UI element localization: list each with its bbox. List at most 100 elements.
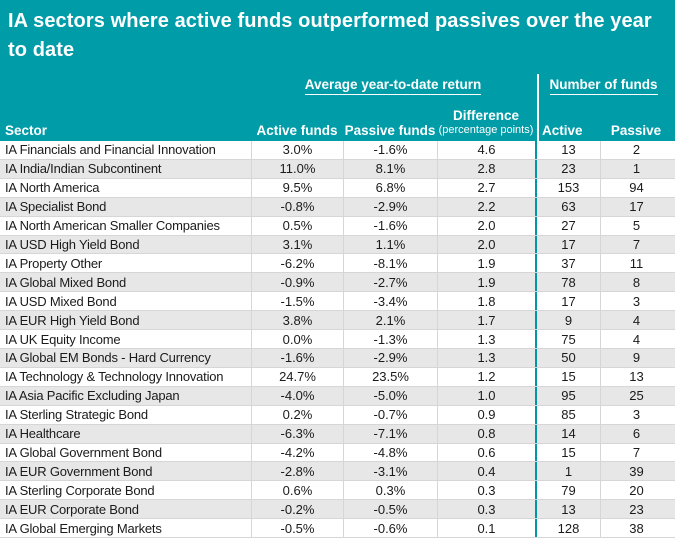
passive-return-cell: -1.3% — [343, 330, 437, 348]
table-row: IA USD High Yield Bond 3.1% 1.1% 2.0 17 … — [0, 235, 675, 255]
table-body: IA Financials and Financial Innovation 3… — [0, 141, 675, 538]
active-return-cell: 9.5% — [251, 178, 343, 197]
sector-cell: IA North American Smaller Companies — [5, 218, 220, 234]
active-return-cell: -0.2% — [251, 500, 343, 519]
sector-cell: IA USD High Yield Bond — [5, 236, 140, 252]
group-header-row: Average year-to-date return Number of fu… — [0, 76, 675, 95]
header-section-divider — [537, 74, 539, 141]
active-return-cell: 0.0% — [251, 330, 343, 348]
passive-return-cell: -4.8% — [343, 443, 437, 462]
active-return-cell: -4.2% — [251, 443, 343, 462]
passive-return-cell: 2.1% — [343, 311, 437, 330]
table-header: IA sectors where active funds outperform… — [0, 0, 675, 141]
column-header-passive-count: Passive — [610, 123, 662, 138]
difference-cell: 0.8 — [437, 424, 535, 443]
table-row: IA EUR High Yield Bond 3.8% 2.1% 1.7 9 4 — [0, 311, 675, 331]
passive-count-cell: 11 — [600, 254, 672, 273]
active-return-cell: 0.5% — [251, 216, 343, 235]
active-count-cell: 27 — [535, 216, 600, 235]
passive-count-cell: 5 — [600, 216, 672, 235]
column-header-difference-units: (percentage points) — [438, 124, 534, 136]
sector-cell: IA Technology & Technology Innovation — [5, 369, 224, 385]
active-count-cell: 17 — [535, 292, 600, 311]
difference-cell: 2.2 — [437, 197, 535, 216]
passive-count-cell: 2 — [600, 141, 672, 159]
active-count-cell: 79 — [535, 481, 600, 500]
passive-count-cell: 13 — [600, 367, 672, 386]
table-row: IA Global Mixed Bond -0.9% -2.7% 1.9 78 … — [0, 273, 675, 293]
active-return-cell: -0.5% — [251, 519, 343, 538]
table-row: IA Technology & Technology Innovation 24… — [0, 367, 675, 387]
sector-cell: IA EUR Government Bond — [5, 463, 153, 479]
column-header-row: Sector Active funds Passive funds Differ… — [0, 108, 675, 139]
difference-cell: 2.0 — [437, 235, 535, 254]
difference-cell: 1.8 — [437, 292, 535, 311]
column-header-difference: Difference (percentage points) — [437, 108, 535, 139]
sector-cell: IA North America — [5, 180, 100, 196]
passive-return-cell: -0.7% — [343, 405, 437, 424]
active-count-cell: 128 — [535, 519, 600, 538]
active-return-cell: 0.2% — [251, 405, 343, 424]
difference-cell: 1.0 — [437, 386, 535, 405]
sector-cell: IA EUR High Yield Bond — [5, 312, 140, 328]
group-header-funds-label: Number of funds — [549, 77, 658, 95]
group-header-returns: Average year-to-date return — [251, 76, 535, 95]
passive-count-cell: 38 — [600, 519, 672, 538]
difference-cell: 0.1 — [437, 519, 535, 538]
passive-return-cell: 23.5% — [343, 367, 437, 386]
active-count-cell: 63 — [535, 197, 600, 216]
active-count-cell: 13 — [535, 500, 600, 519]
difference-cell: 1.7 — [437, 311, 535, 330]
difference-cell: 4.6 — [437, 141, 535, 159]
difference-cell: 2.8 — [437, 159, 535, 178]
passive-return-cell: -3.1% — [343, 462, 437, 481]
table-row: IA UK Equity Income 0.0% -1.3% 1.3 75 4 — [0, 330, 675, 349]
active-return-cell: -1.6% — [251, 348, 343, 367]
table-row: IA EUR Corporate Bond -0.2% -0.5% 0.3 13… — [0, 500, 675, 520]
page-title: IA sectors where active funds outperform… — [8, 10, 652, 61]
column-header-active-funds: Active funds — [256, 123, 338, 138]
difference-cell: 0.3 — [437, 481, 535, 500]
table-row: IA EUR Government Bond -2.8% -3.1% 0.4 1… — [0, 462, 675, 482]
sector-cell: IA UK Equity Income — [5, 331, 121, 347]
passive-return-cell: -8.1% — [343, 254, 437, 273]
difference-cell: 2.7 — [437, 178, 535, 197]
active-count-cell: 75 — [535, 330, 600, 348]
difference-cell: 1.3 — [437, 348, 535, 367]
table-row: IA Global EM Bonds - Hard Currency -1.6%… — [0, 348, 675, 368]
passive-return-cell: 6.8% — [343, 178, 437, 197]
passive-return-cell: -0.6% — [343, 519, 437, 538]
sector-cell: IA Global EM Bonds - Hard Currency — [5, 350, 211, 366]
passive-return-cell: -1.6% — [343, 141, 437, 159]
table-row: IA Healthcare -6.3% -7.1% 0.8 14 6 — [0, 424, 675, 444]
sector-cell: IA Asia Pacific Excluding Japan — [5, 388, 180, 404]
difference-cell: 1.9 — [437, 254, 535, 273]
difference-cell: 2.0 — [437, 216, 535, 235]
table-row: IA Property Other -6.2% -8.1% 1.9 37 11 — [0, 254, 675, 274]
passive-return-cell: -2.9% — [343, 197, 437, 216]
passive-return-cell: -2.7% — [343, 273, 437, 292]
table-row: IA North American Smaller Companies 0.5%… — [0, 216, 675, 236]
sector-cell: IA USD Mixed Bond — [5, 293, 117, 309]
active-return-cell: -6.2% — [251, 254, 343, 273]
table-row: IA Asia Pacific Excluding Japan -4.0% -5… — [0, 386, 675, 406]
active-return-cell: 3.1% — [251, 235, 343, 254]
passive-count-cell: 25 — [600, 386, 672, 405]
passive-return-cell: -3.4% — [343, 292, 437, 311]
difference-cell: 0.4 — [437, 462, 535, 481]
passive-return-cell: 8.1% — [343, 159, 437, 178]
sector-cell: IA Property Other — [5, 255, 103, 271]
active-count-cell: 15 — [535, 367, 600, 386]
sector-cell: IA India/Indian Subcontinent — [5, 161, 162, 177]
table-row: IA Financials and Financial Innovation 3… — [0, 141, 675, 160]
active-return-cell: -4.0% — [251, 386, 343, 405]
passive-return-cell: -2.9% — [343, 348, 437, 367]
group-header-returns-label: Average year-to-date return — [304, 77, 482, 95]
active-count-cell: 9 — [535, 311, 600, 330]
active-count-cell: 14 — [535, 424, 600, 443]
active-return-cell: -6.3% — [251, 424, 343, 443]
sector-cell: IA Specialist Bond — [5, 199, 107, 215]
passive-count-cell: 3 — [600, 405, 672, 424]
passive-count-cell: 17 — [600, 197, 672, 216]
